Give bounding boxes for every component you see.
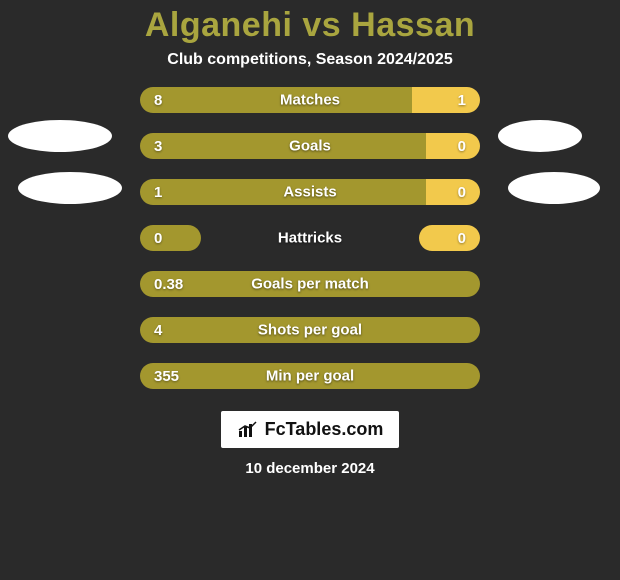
player1-name: Alganehi <box>145 6 293 44</box>
player1-bar-segment: 3 <box>140 133 426 159</box>
brand-text: FcTables.com <box>265 419 384 440</box>
chart-icon <box>237 421 259 439</box>
player1-bar-segment: 8 <box>140 87 412 113</box>
stat-row: 355Min per goal <box>140 363 480 389</box>
stat-row: 0 0 Hattricks <box>140 225 480 251</box>
comparison-infographic: Alganehi vs Hassan Club competitions, Se… <box>0 0 620 580</box>
player-placeholder-ellipse <box>498 120 582 152</box>
stat-row: 81Matches <box>140 87 480 113</box>
player-placeholder-ellipse <box>8 120 112 152</box>
player-placeholder-ellipse <box>18 172 122 204</box>
player2-bar-segment: 0 <box>426 133 480 159</box>
stat-row: 30Goals <box>140 133 480 159</box>
stat-row: 0.38Goals per match <box>140 271 480 297</box>
stat-label: Hattricks <box>278 230 342 247</box>
date-text: 10 december 2024 <box>245 460 374 477</box>
player2-bar-segment: 1 <box>412 87 480 113</box>
player2-bar-segment: 0 <box>419 225 480 251</box>
player1-bar-segment: 0 <box>140 225 201 251</box>
page-title: Alganehi vs Hassan <box>145 6 475 45</box>
player1-bar-segment: 4 <box>140 317 480 343</box>
player2-name: Hassan <box>351 6 475 44</box>
player1-bar-segment: 0.38 <box>140 271 480 297</box>
player-placeholder-ellipse <box>508 172 600 204</box>
player1-bar-segment: 355 <box>140 363 480 389</box>
brand-logo: FcTables.com <box>221 411 400 448</box>
title-vs: vs <box>302 6 341 44</box>
subtitle: Club competitions, Season 2024/2025 <box>167 51 452 69</box>
stat-row: 10Assists <box>140 179 480 205</box>
player1-bar-segment: 1 <box>140 179 426 205</box>
stat-row: 4Shots per goal <box>140 317 480 343</box>
player2-bar-segment: 0 <box>426 179 480 205</box>
